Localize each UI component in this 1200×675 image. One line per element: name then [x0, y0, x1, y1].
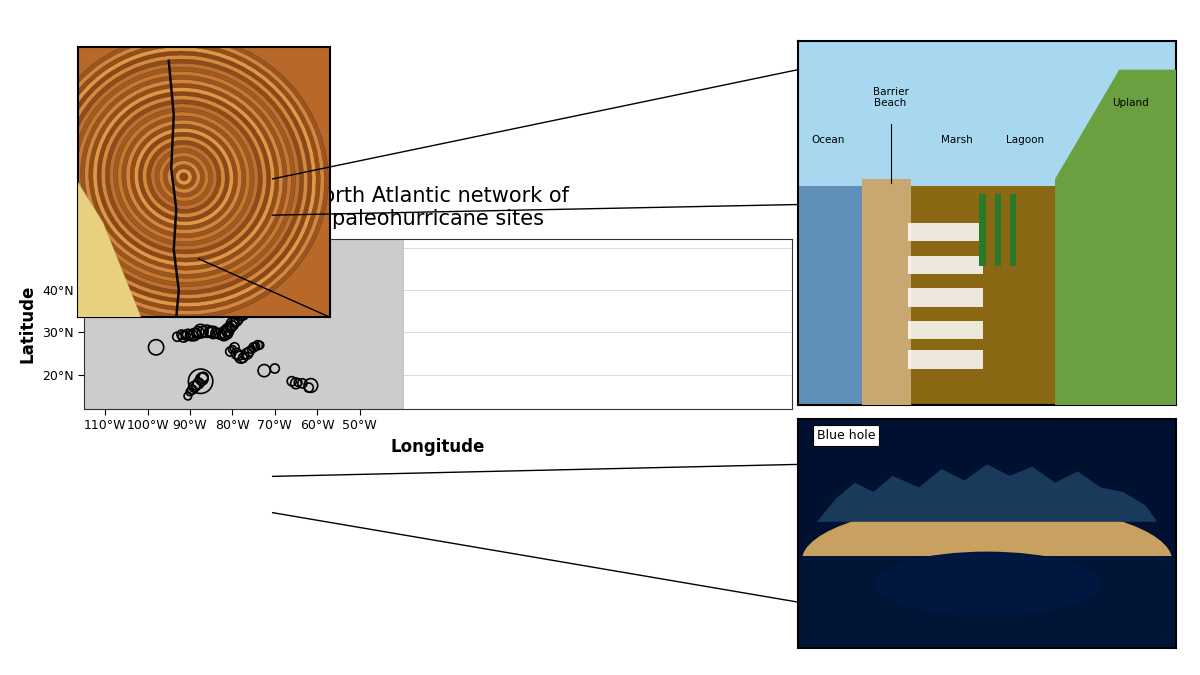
Ellipse shape: [130, 124, 238, 230]
Text: Ocean: Ocean: [811, 134, 845, 144]
Ellipse shape: [52, 47, 316, 306]
Text: Lagoon: Lagoon: [1006, 134, 1044, 144]
Bar: [907, 321, 983, 340]
Polygon shape: [863, 179, 912, 405]
Ellipse shape: [163, 157, 204, 197]
Text: Barrier
Beach: Barrier Beach: [872, 86, 908, 108]
Polygon shape: [1055, 70, 1176, 405]
Ellipse shape: [126, 120, 241, 234]
Ellipse shape: [40, 35, 329, 319]
Text: Blue hole: Blue hole: [817, 429, 876, 442]
Ellipse shape: [109, 104, 258, 250]
Bar: [907, 288, 983, 306]
Ellipse shape: [97, 92, 271, 262]
Ellipse shape: [175, 169, 192, 185]
Ellipse shape: [143, 136, 226, 217]
Text: Upland: Upland: [1112, 98, 1150, 108]
Ellipse shape: [138, 132, 229, 221]
Bar: [995, 194, 1001, 267]
Bar: [1009, 194, 1016, 267]
Ellipse shape: [55, 51, 312, 302]
Ellipse shape: [874, 551, 1100, 616]
Ellipse shape: [60, 55, 308, 298]
Y-axis label: Latitude: Latitude: [18, 285, 36, 363]
Ellipse shape: [64, 59, 304, 294]
Polygon shape: [900, 186, 1100, 405]
Polygon shape: [78, 182, 142, 317]
Ellipse shape: [155, 148, 212, 205]
Ellipse shape: [43, 39, 324, 315]
Ellipse shape: [151, 144, 217, 209]
Ellipse shape: [114, 108, 254, 246]
Ellipse shape: [106, 100, 263, 254]
Ellipse shape: [101, 96, 266, 258]
Ellipse shape: [85, 80, 283, 274]
X-axis label: Longitude: Longitude: [391, 438, 485, 456]
Polygon shape: [798, 186, 874, 405]
Ellipse shape: [122, 116, 246, 238]
Ellipse shape: [89, 84, 278, 270]
Ellipse shape: [180, 173, 188, 181]
Ellipse shape: [48, 43, 320, 310]
Ellipse shape: [802, 504, 1172, 618]
Ellipse shape: [172, 165, 197, 189]
Ellipse shape: [167, 161, 200, 193]
Bar: [798, 556, 1176, 648]
Text: Marsh: Marsh: [941, 134, 973, 144]
Bar: [907, 223, 983, 241]
Ellipse shape: [72, 68, 295, 286]
Title: North Atlantic network of
paleohurricane sites: North Atlantic network of paleohurricane…: [307, 186, 569, 230]
Ellipse shape: [68, 63, 300, 290]
Bar: [979, 194, 986, 267]
Ellipse shape: [160, 153, 209, 201]
FancyBboxPatch shape: [83, 238, 403, 410]
Ellipse shape: [92, 88, 275, 266]
Ellipse shape: [77, 72, 292, 282]
Polygon shape: [817, 464, 1157, 522]
Ellipse shape: [80, 76, 287, 278]
Ellipse shape: [146, 140, 221, 213]
Bar: [907, 256, 983, 274]
Ellipse shape: [134, 128, 234, 225]
Ellipse shape: [118, 112, 250, 242]
Bar: [907, 350, 983, 369]
